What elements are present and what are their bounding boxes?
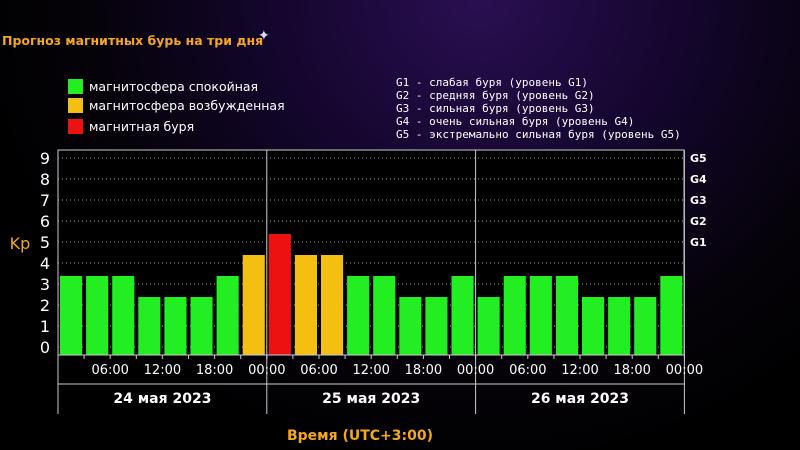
x-tick-label: 18:00 [613,363,650,378]
bar [660,276,683,355]
y-axis-label: Kp [10,234,31,253]
storm-level-g2: G2 - средняя буря (уровень G2) [396,89,595,102]
x-tick-label: 12:00 [561,363,598,378]
x-tick-label: 06:00 [300,363,337,378]
bar [164,297,187,355]
day-label: 24 мая 2023 [113,391,211,407]
g-tick-label: G5 [690,152,707,165]
storm-level-g3: G3 - сильная буря (уровень G3) [396,102,595,115]
storm-level-g1: G1 - слабая буря (уровень G1) [396,76,589,89]
y-tick-label: 1 [40,317,50,336]
legend-item-quiet: магнитосфера спокойная [68,78,258,94]
legend-item-storm: магнитная буря [68,118,194,134]
x-tick-label: 18:00 [196,363,233,378]
bar [425,297,448,355]
y-tick-label: 4 [40,254,50,273]
legend-item-active: магнитосфера возбужденная [68,97,285,113]
legend-swatch-quiet [68,78,83,94]
y-tick-label: 6 [40,212,50,231]
legend-label-active: магнитосфера возбужденная [89,97,285,113]
storm-level-g4: G4 - очень сильная буря (уровень G4) [396,115,635,128]
storm-level-list: G1 - слабая буря (уровень G1) G2 - средн… [396,76,681,141]
y-tick-label: 0 [40,338,50,357]
day-label: 26 мая 2023 [531,391,629,407]
y-tick-label: 2 [40,296,50,315]
legend-swatch-active [68,97,83,113]
x-tick-label: 00:00 [248,363,285,378]
bar [60,276,83,355]
sparkle-icon: ✦ [258,28,270,44]
g-tick-label: G3 [690,194,707,207]
g-tick-label: G1 [690,236,707,249]
page-title: Прогноз магнитных бурь на три дня [2,33,264,48]
legend-label-quiet: магнитосфера спокойная [89,78,259,94]
plot-area [58,150,684,355]
bar [608,297,631,355]
bar [112,276,135,355]
bar [399,297,422,355]
bar [555,276,578,355]
bar [190,297,213,355]
y-tick-label: 8 [40,170,50,189]
bar [529,276,552,355]
x-axis-label: Время (UTC+3:00) [287,428,433,444]
bar [373,276,396,355]
x-tick-label: 00:00 [666,363,703,378]
bar [242,255,265,355]
x-tick-label: 06:00 [91,363,128,378]
legend-swatch-storm [68,118,83,134]
y-tick-label: 9 [40,149,50,168]
x-tick-label: 00:00 [457,363,494,378]
x-tick-label: 18:00 [405,363,442,378]
bar [321,255,344,355]
y-tick-label: 5 [40,233,50,252]
x-tick-label: 12:00 [144,363,181,378]
bar [582,297,605,355]
storm-level-g5: G5 - экстремально сильная буря (уровень … [396,128,681,141]
legend-label-storm: магнитная буря [89,118,195,134]
g-tick-label: G4 [690,173,707,186]
bar [503,276,526,355]
x-tick-label: 06:00 [509,363,546,378]
y-tick-label: 7 [40,191,50,210]
g-tick-label: G2 [690,215,707,228]
y-tick-label: 3 [40,275,50,294]
bar [477,297,500,355]
x-tick-label: 12:00 [352,363,389,378]
bar [268,234,291,355]
bar [634,297,657,355]
bar [451,276,474,355]
day-label: 25 мая 2023 [322,391,420,407]
bar [294,255,317,355]
bar [138,297,161,355]
bar [216,276,239,355]
bar [86,276,109,355]
bar [347,276,370,355]
